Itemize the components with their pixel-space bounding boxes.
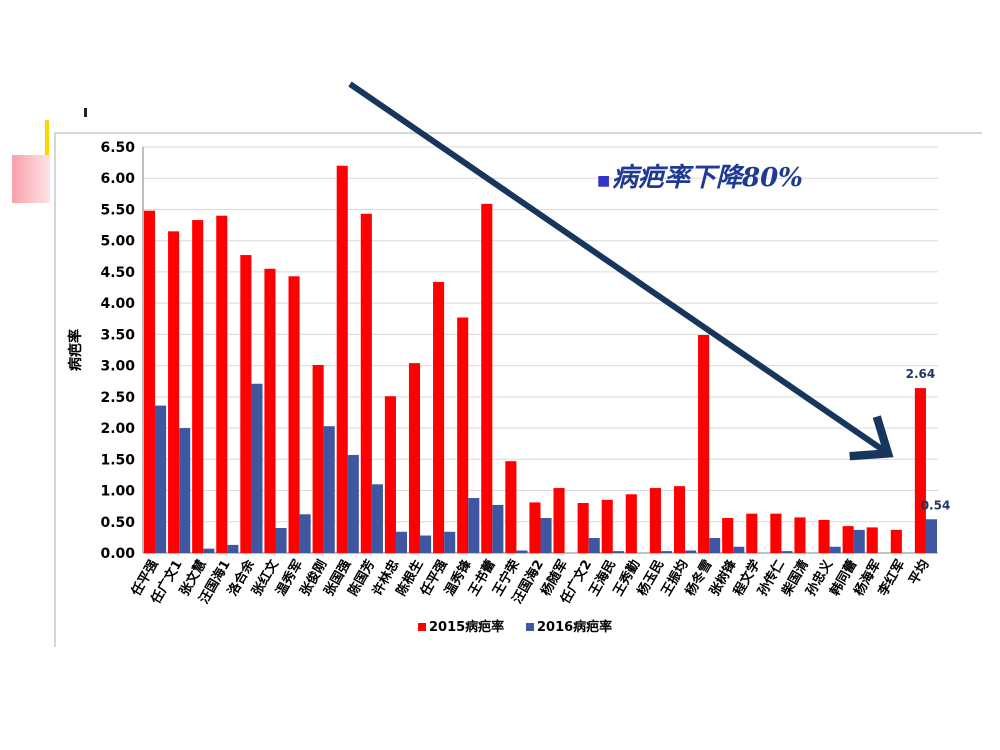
- y-tick-label: 6.00: [100, 171, 135, 187]
- bar-2015: [433, 281, 445, 553]
- data-labels: 2.64 0.54: [906, 367, 951, 512]
- bar-2015: [264, 268, 276, 553]
- bar-2015: [312, 364, 324, 553]
- y-axis: 0.00 0.50 1.00 1.50 2.00 2.50 3.00 3.50 4.00 4.50…: [100, 140, 144, 562]
- bar-2015: [818, 519, 830, 553]
- bar-2016: [612, 551, 624, 553]
- y-tick-label: 5.50: [100, 202, 135, 218]
- y-tick-label: 5.00: [100, 234, 135, 250]
- y-tick-label: 0.00: [100, 546, 135, 562]
- bar-2015: [143, 210, 156, 553]
- bar-2016: [733, 546, 745, 553]
- bar-2015: [216, 215, 228, 553]
- data-label: 2.64: [906, 367, 936, 381]
- decor-pink-block: [12, 155, 50, 203]
- bar-2015: [866, 527, 878, 553]
- y-tick-label: 4.00: [100, 296, 135, 312]
- bar-2015: [794, 517, 806, 553]
- legend-label-2016: 2016病疤率: [537, 619, 612, 635]
- bar-2015: [722, 518, 734, 553]
- x-axis: 任平强任广文1张文慧汪国海1洛合余张红文温秀军张俊刚张国强陈国芳许林忠陈根生任平…: [128, 556, 933, 607]
- bars: [143, 165, 938, 554]
- bar-2016: [781, 551, 793, 553]
- y-tick-label: 2.50: [100, 390, 135, 406]
- y-tick-label: 3.50: [100, 327, 135, 343]
- bar-2015: [577, 503, 589, 553]
- bar-2016: [323, 426, 335, 553]
- legend-swatch-2015: [418, 623, 426, 631]
- y-tick-label: 3.00: [100, 359, 135, 375]
- annotation-text: 病疤率下降80%: [612, 163, 803, 193]
- bar-2016: [709, 538, 721, 553]
- decor-tick: [84, 108, 87, 117]
- bar-2015: [553, 488, 565, 553]
- bar-2016: [925, 519, 938, 553]
- frame-line-horizontal: [54, 132, 982, 134]
- bar-2015: [336, 165, 348, 554]
- bar-2015: [505, 461, 517, 553]
- y-tick-label: 2.00: [100, 421, 135, 437]
- bar-2015: [842, 526, 854, 553]
- bar-2015: [673, 486, 686, 553]
- y-tick-label: 6.50: [100, 140, 135, 156]
- bar-2016: [395, 531, 408, 553]
- bar-2016: [179, 428, 191, 553]
- bar-2016: [540, 518, 552, 553]
- bar-2015: [192, 220, 204, 553]
- bar-2016: [492, 504, 504, 553]
- bar-2015: [481, 203, 493, 553]
- bar-2016: [660, 551, 673, 553]
- bar-2016: [251, 383, 263, 553]
- bar-2016: [468, 498, 480, 553]
- data-label: 0.54: [921, 498, 951, 512]
- bar-2016: [588, 538, 600, 553]
- bar-2015: [408, 363, 421, 553]
- x-tick-label: 平均: [906, 557, 933, 588]
- legend-label-2015: 2015病疤率: [429, 619, 504, 635]
- y-tick-label: 1.00: [100, 484, 135, 500]
- bar-2016: [227, 544, 239, 553]
- legend: 2015病疤率 2016病疤率: [418, 619, 612, 635]
- bar-2015: [240, 255, 252, 553]
- bar-2016: [516, 550, 528, 553]
- y-tick-label: 4.50: [100, 265, 135, 281]
- bar-2015: [601, 499, 613, 553]
- y-tick-label: 0.50: [100, 515, 135, 531]
- bar-2016: [155, 405, 167, 553]
- bar-2015: [384, 396, 396, 553]
- bar-2015: [698, 335, 710, 553]
- bar-2016: [685, 550, 697, 553]
- bar-2016: [203, 548, 215, 553]
- y-axis-label: 病疤率: [67, 329, 84, 371]
- bar-2016: [299, 514, 311, 553]
- frame-line-vertical: [54, 132, 56, 647]
- y-tick-label: 1.50: [100, 452, 135, 468]
- bar-2015: [360, 213, 372, 553]
- bar-2015: [625, 494, 637, 553]
- bar-2016: [275, 528, 287, 553]
- bar-2015: [288, 276, 300, 553]
- bar-2015: [914, 388, 926, 553]
- bar-2015: [746, 513, 758, 553]
- bar-2016: [829, 546, 841, 553]
- annotation-bullet: ■: [597, 173, 610, 189]
- bar-2015: [529, 502, 541, 553]
- bar-2015: [649, 488, 661, 553]
- bar-2016: [371, 484, 383, 553]
- trend-arrow: [348, 81, 894, 461]
- bar-2016: [444, 531, 456, 553]
- legend-swatch-2016: [526, 623, 534, 631]
- decor-yellow-bar: [45, 120, 49, 158]
- bar-2015: [457, 317, 469, 553]
- bar-2016: [853, 529, 865, 553]
- bar-2015: [168, 231, 180, 553]
- bar-2015: [770, 513, 782, 553]
- bar-2016: [347, 454, 359, 553]
- bar-2015: [890, 529, 902, 553]
- bar-2016: [420, 535, 432, 553]
